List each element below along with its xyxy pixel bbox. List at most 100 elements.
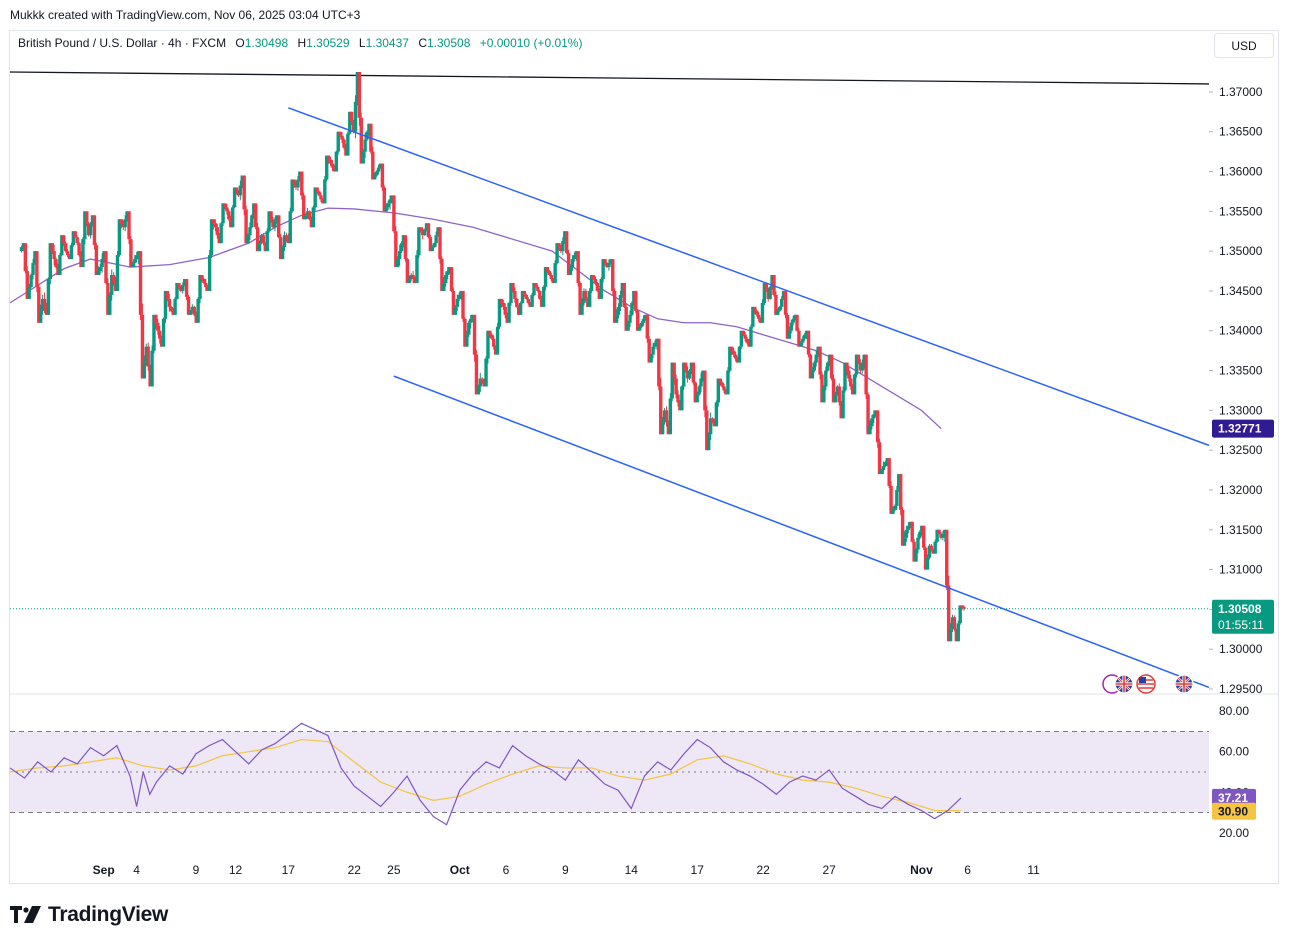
candle-body [872, 414, 876, 419]
candle-body [703, 370, 707, 411]
candle-body [697, 386, 701, 395]
candle-body [167, 298, 172, 307]
candle-body [532, 282, 536, 295]
us-flag-icon[interactable] [1136, 674, 1156, 694]
candle-body [92, 215, 97, 246]
candle-body [282, 235, 287, 248]
candle-body [572, 255, 577, 260]
uk-flag-icon[interactable] [1174, 674, 1194, 694]
candle-body [895, 489, 899, 506]
candle-body [478, 378, 482, 387]
candle-body [735, 358, 740, 363]
candle-body [146, 346, 150, 367]
candle-body [898, 474, 903, 510]
candle-body [280, 247, 285, 260]
rsi-value-label: 37.21 [1218, 791, 1248, 805]
candle-body [273, 221, 277, 228]
candle-body [156, 322, 160, 331]
candle-body [453, 306, 458, 315]
candle-body [693, 382, 697, 403]
candle-body [730, 346, 734, 351]
candle-body [330, 163, 335, 168]
candle-body [117, 219, 122, 256]
candle-body [278, 237, 283, 260]
candle-body [716, 378, 721, 403]
candle-body [248, 227, 252, 236]
candle-body [666, 422, 671, 435]
candle-body [305, 211, 310, 216]
rsi-axis-label: 80.00 [1219, 704, 1249, 718]
candle-body [889, 485, 893, 514]
candle-body [801, 338, 805, 343]
candle-body [609, 259, 613, 264]
symbol-title: British Pound / U.S. Dollar · 4h · FXCM [18, 36, 227, 50]
candle-body [770, 275, 774, 287]
candle-body [818, 346, 822, 375]
candle-body [261, 235, 266, 244]
candle-body [707, 434, 711, 451]
candle-body [524, 294, 529, 299]
candle-body [225, 207, 229, 212]
candle-body [202, 278, 206, 283]
candle-body [952, 617, 957, 630]
candle-body [422, 229, 427, 236]
candle-body [741, 330, 745, 335]
candle-body [129, 239, 133, 268]
candle-body [334, 151, 339, 172]
candle-body [463, 318, 467, 347]
candle-body [409, 275, 413, 279]
candle-body [674, 378, 678, 395]
candle-body [21, 243, 26, 248]
candle-body [849, 378, 853, 387]
candle-body [731, 350, 736, 355]
news-icons[interactable] [1102, 674, 1194, 694]
candle-body [843, 362, 847, 391]
change-value: +0.00010 (+0.01%) [479, 36, 583, 50]
candle-body [115, 255, 120, 291]
candle-body [438, 227, 442, 260]
price-axis-label: 1.36000 [1219, 165, 1263, 179]
candle-body [822, 386, 826, 403]
candle-body [96, 271, 100, 276]
candle-body [662, 410, 667, 423]
candle-body [534, 282, 538, 287]
candle-body [603, 259, 607, 264]
candle-body [403, 235, 408, 260]
currency-selector[interactable]: USD [1214, 33, 1274, 58]
candle-body [601, 259, 605, 279]
candle-body [893, 505, 897, 510]
candle-body [434, 235, 438, 244]
candle-body [140, 314, 145, 379]
candle-body [718, 378, 722, 383]
candle-body [634, 290, 638, 311]
candle-body [701, 370, 705, 379]
time-axis-label: 22 [348, 863, 362, 877]
candle-body [597, 290, 602, 299]
candle-body [171, 310, 175, 315]
chart-frame[interactable] [9, 30, 1279, 884]
candle-body [545, 267, 550, 272]
candle-body [827, 354, 832, 363]
candle-body [904, 529, 909, 538]
price-axis-label: 1.37000 [1219, 85, 1263, 99]
candle-body [490, 334, 494, 339]
candle-body [641, 318, 646, 323]
channel-lower-line [393, 375, 1210, 689]
candle-body [651, 346, 655, 355]
candle-body [399, 243, 404, 252]
candle-body [945, 529, 949, 586]
candle-body [100, 259, 104, 268]
candle-body [635, 310, 640, 331]
time-axis-label: 27 [822, 863, 836, 877]
candle-body [847, 370, 851, 379]
candle-body [541, 286, 546, 307]
price-axis-label: 1.35500 [1219, 204, 1263, 218]
candle-body [578, 282, 582, 315]
candle-body [229, 219, 233, 228]
symbol-legend: British Pound / U.S. Dollar · 4h · FXCM … [18, 36, 582, 50]
price-axis-label: 1.34000 [1219, 324, 1263, 338]
candle-body [359, 117, 363, 164]
candle-body [37, 286, 41, 323]
uk-flag-icon[interactable] [1114, 674, 1134, 694]
